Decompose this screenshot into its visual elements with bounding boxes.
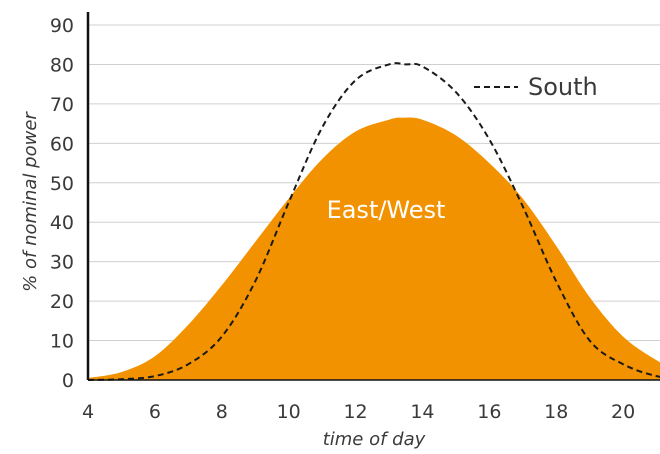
y-tick-label-80: 80 xyxy=(50,54,74,76)
x-tick-label-8: 8 xyxy=(216,401,228,423)
y-tick-label-20: 20 xyxy=(50,291,74,313)
y-axis-title: % of nominal power xyxy=(20,111,41,292)
series-line-south xyxy=(87,62,660,381)
series-area-east-west xyxy=(88,117,660,380)
y-tick-label-30: 30 xyxy=(50,252,74,274)
x-tick-label-12: 12 xyxy=(343,401,367,423)
y-tick-label-70: 70 xyxy=(50,94,74,116)
x-tick-label-18: 18 xyxy=(544,401,568,423)
x-tick-label-4: 4 xyxy=(82,401,94,423)
y-tick-label-10: 10 xyxy=(50,331,74,353)
y-tick-label-50: 50 xyxy=(50,173,74,195)
x-axis-title: time of day xyxy=(323,429,426,450)
y-tick-label-40: 40 xyxy=(50,212,74,234)
axes xyxy=(86,12,660,381)
area-layer xyxy=(88,117,660,380)
y-tick-label-90: 90 xyxy=(50,15,74,37)
x-tick-label-20: 20 xyxy=(611,401,635,423)
legend-label-south: South xyxy=(528,73,598,101)
line-layer xyxy=(87,62,660,381)
x-tick-label-10: 10 xyxy=(277,401,301,423)
tick-labels: 010203040506070809046810121416182022 xyxy=(50,15,635,423)
area-label-east-west: East/West xyxy=(327,196,446,224)
x-tick-label-14: 14 xyxy=(410,401,434,423)
y-tick-label-0: 0 xyxy=(62,370,74,392)
x-tick-label-6: 6 xyxy=(149,401,161,423)
x-tick-label-16: 16 xyxy=(477,401,501,423)
y-tick-label-60: 60 xyxy=(50,133,74,155)
